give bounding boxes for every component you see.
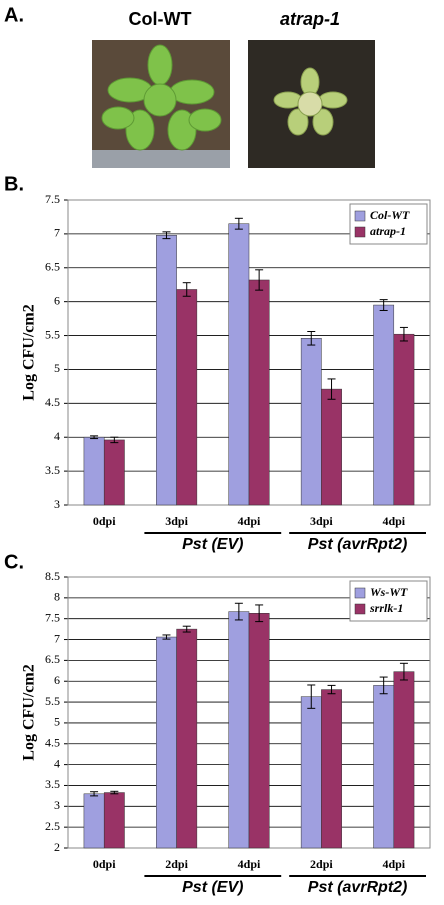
group-label: Pst (EV) <box>182 879 243 896</box>
legend-swatch <box>354 226 366 238</box>
bar <box>373 304 395 506</box>
error-bar <box>399 662 408 681</box>
y-tick-label: 7 <box>54 631 60 645</box>
bar <box>176 289 198 506</box>
error-bar <box>110 790 119 795</box>
legend-swatch <box>354 603 366 615</box>
error-bar <box>90 791 99 797</box>
y-tick-label: 6 <box>54 293 60 307</box>
y-tick-label: 5 <box>54 715 60 729</box>
bar <box>176 628 198 849</box>
bar <box>156 234 177 506</box>
bar <box>393 333 415 506</box>
bar <box>248 279 270 506</box>
x-tick-label: 3dpi <box>165 514 188 528</box>
error-bar <box>379 299 388 311</box>
y-tick-label: 4 <box>54 756 60 770</box>
y-tick-label: 4.5 <box>45 736 60 750</box>
y-tick-label: 5.5 <box>45 694 60 708</box>
bar <box>321 689 342 849</box>
y-tick-label: 5 <box>54 361 60 375</box>
y-tick-label: 7 <box>54 226 60 240</box>
photo-caption: atrap-1 <box>280 9 340 29</box>
x-tick-label: 4dpi <box>382 514 405 528</box>
x-tick-label: 0dpi <box>93 514 116 528</box>
error-bar <box>307 330 316 346</box>
legend-swatch <box>354 587 366 599</box>
x-tick-label: 4dpi <box>238 857 261 871</box>
error-bar <box>182 282 191 297</box>
error-bar <box>234 602 243 621</box>
legend-label: Col-WT <box>370 208 410 222</box>
y-tick-label: 3.5 <box>45 777 60 791</box>
legend-label: srrlk-1 <box>369 601 403 615</box>
y-tick-label: 8.5 <box>45 569 60 583</box>
bar <box>103 439 125 506</box>
photo <box>248 40 375 168</box>
legend-label: Ws-WT <box>370 585 408 599</box>
error-bar <box>162 231 171 240</box>
bar <box>103 792 125 849</box>
error-bar <box>234 217 243 230</box>
bar <box>373 685 395 849</box>
bar <box>393 671 415 849</box>
panel-label: B. <box>4 173 24 195</box>
x-tick-label: 4dpi <box>382 857 405 871</box>
y-tick-label: 2 <box>54 840 60 854</box>
y-axis-title: Log CFU/cm2 <box>21 664 38 760</box>
y-axis-title: Log CFU/cm2 <box>21 304 38 400</box>
panel-label: C. <box>4 551 24 573</box>
y-tick-label: 2.5 <box>45 819 60 833</box>
legend-box <box>349 580 428 622</box>
y-tick-label: 8 <box>54 590 60 604</box>
photo <box>92 40 230 168</box>
bar <box>228 611 250 849</box>
photo-caption: Col-WT <box>129 9 192 29</box>
panel-label: A. <box>4 4 24 26</box>
error-bar <box>90 435 99 440</box>
error-bar <box>182 625 191 633</box>
error-bar <box>327 378 336 400</box>
error-bar <box>307 684 316 709</box>
y-tick-label: 7.5 <box>45 610 60 624</box>
y-tick-label: 4.5 <box>45 395 60 409</box>
y-tick-label: 6.5 <box>45 260 60 274</box>
x-tick-label: 0dpi <box>93 857 116 871</box>
error-bar <box>110 436 119 444</box>
y-tick-label: 7.5 <box>45 192 60 206</box>
bar <box>83 793 105 849</box>
bar <box>156 636 177 849</box>
x-tick-label: 2dpi <box>165 857 188 871</box>
y-tick-label: 3.5 <box>45 463 60 477</box>
y-tick-label: 4 <box>54 429 60 443</box>
y-tick-label: 5.5 <box>45 327 60 341</box>
bar <box>321 388 342 506</box>
group-label: Pst (EV) <box>182 536 243 553</box>
y-tick-label: 3 <box>54 798 60 812</box>
error-bar <box>399 326 408 342</box>
bar <box>248 613 270 849</box>
x-tick-label: 4dpi <box>238 514 261 528</box>
legend-label: atrap-1 <box>370 224 406 238</box>
bar <box>300 338 322 506</box>
bar <box>300 696 322 849</box>
error-bar <box>379 676 388 695</box>
group-label: Pst (avrRpt2) <box>308 879 408 896</box>
legend-box <box>349 203 428 245</box>
x-tick-label: 2dpi <box>310 857 333 871</box>
y-tick-label: 6 <box>54 673 60 687</box>
error-bar <box>255 269 264 291</box>
y-tick-label: 3 <box>54 497 60 511</box>
bar <box>228 223 250 506</box>
group-label: Pst (avrRpt2) <box>308 536 408 553</box>
error-bar <box>255 604 264 623</box>
x-tick-label: 3dpi <box>310 514 333 528</box>
legend-swatch <box>354 210 366 222</box>
error-bar <box>162 634 171 640</box>
y-tick-label: 6.5 <box>45 652 60 666</box>
error-bar <box>327 684 336 695</box>
bar <box>83 436 105 506</box>
